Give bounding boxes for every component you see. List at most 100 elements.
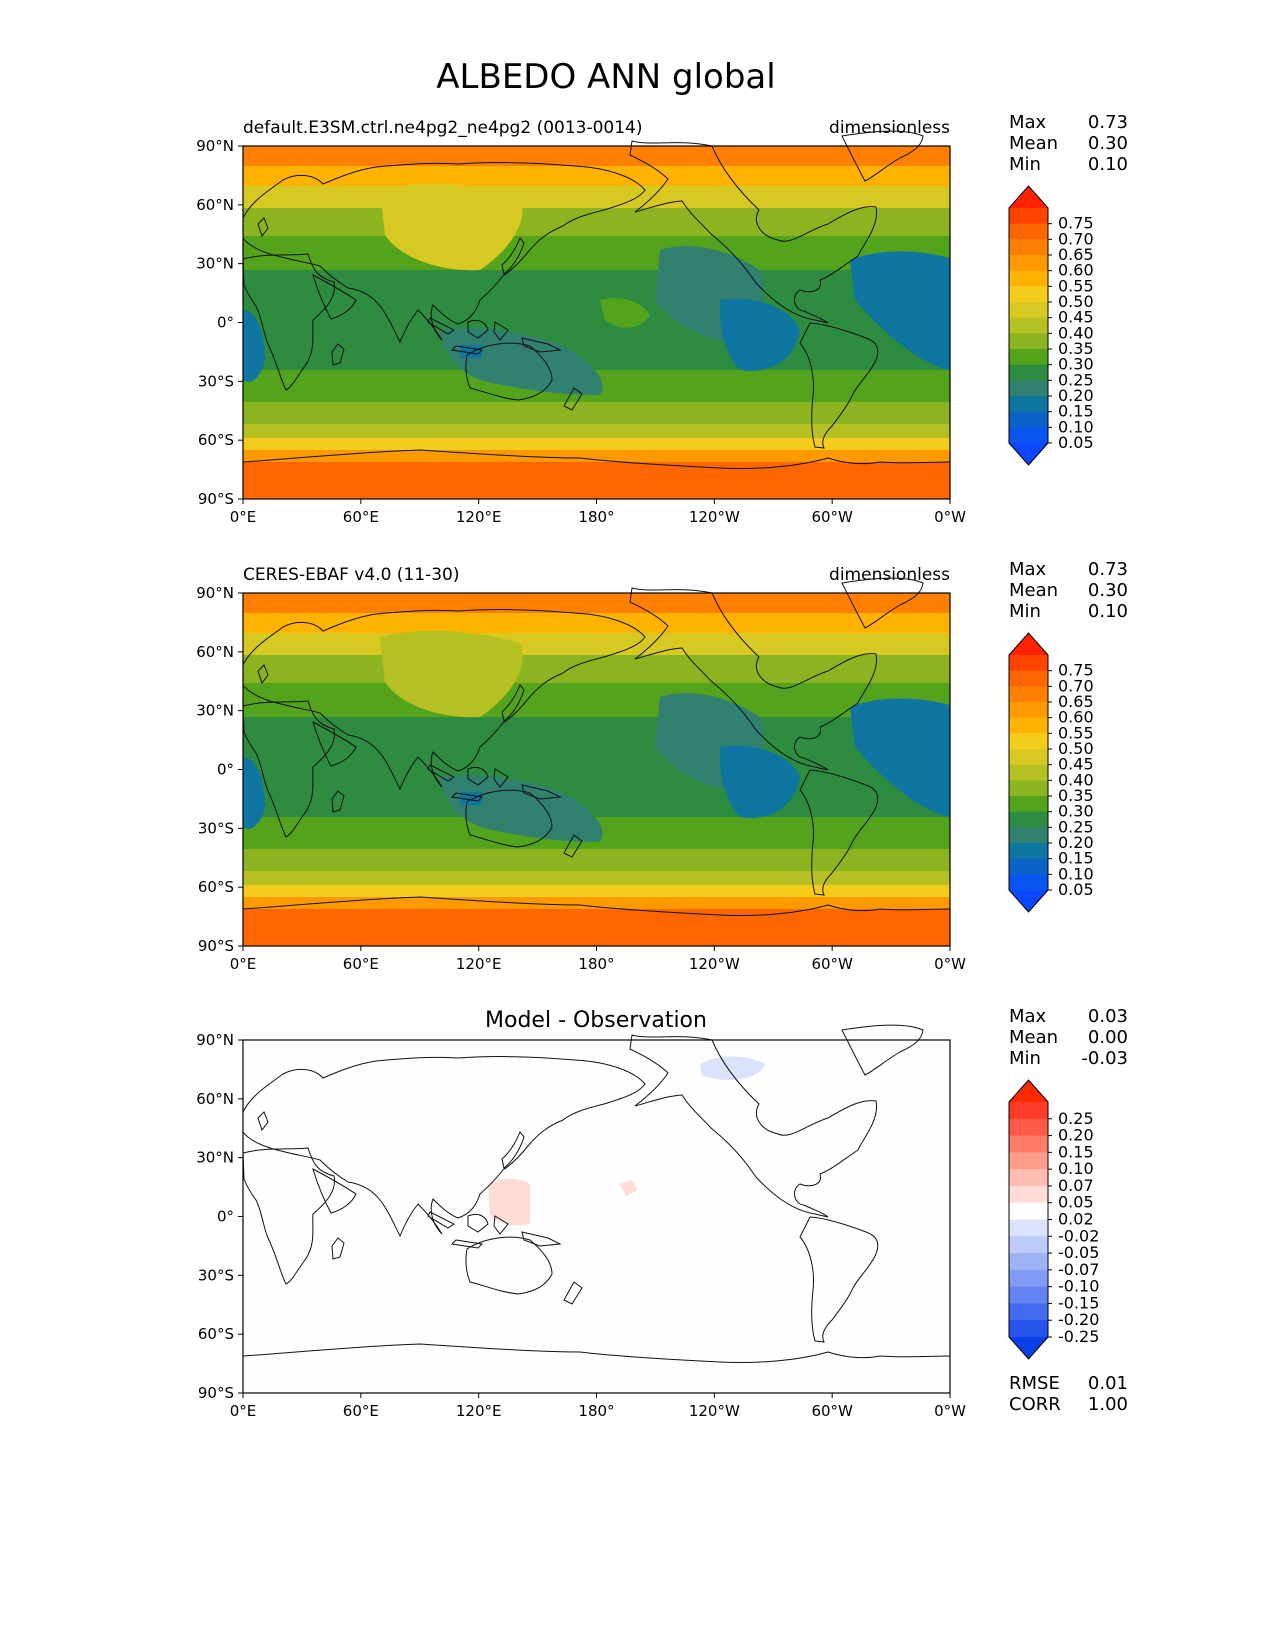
colorbar-segment: [1009, 1219, 1048, 1237]
colorbar-extend-min: [1009, 1337, 1048, 1359]
stat-label: Mean: [1009, 1027, 1058, 1048]
stat-label: Mean: [1009, 580, 1058, 601]
colorbar-segment: [1009, 827, 1048, 844]
stat-value: 0.00: [1088, 1027, 1128, 1048]
colorbar-tick-label: 0.40: [1058, 323, 1094, 342]
colorbar-segment: [1009, 317, 1048, 334]
lon-tick-label: 0°E: [230, 1402, 257, 1420]
colorbar-segment: [1009, 1286, 1048, 1304]
colorbar-tick-label: 0.15: [1058, 1142, 1094, 1161]
lat-tick-label: 30°N: [196, 702, 234, 720]
stat-value: 0.03: [1088, 1006, 1128, 1027]
lat-tick-label: 60°N: [196, 1090, 234, 1108]
lon-tick-label: 120°E: [456, 508, 502, 526]
panel-difference: Model - Observation: [242, 1008, 951, 1394]
colorbar-tick-label: 0.75: [1058, 214, 1094, 233]
stat-value: 0.73: [1088, 112, 1128, 133]
colorbar-tick-label: 0.40: [1058, 770, 1094, 789]
map-field-plot: [242, 130, 951, 500]
stat-value: 0.30: [1088, 133, 1128, 154]
colorbar-extend-min: [1009, 890, 1048, 912]
colorbars: 0.750.700.650.600.550.500.450.400.350.30…: [1008, 185, 1099, 1360]
map-difference-plot: [242, 1024, 951, 1394]
colorbar-extend-min: [1009, 443, 1048, 465]
lon-tick-label: 120°W: [689, 1402, 740, 1420]
colorbar-tick-label: 0.20: [1058, 833, 1094, 852]
colorbar-tick-label: 0.70: [1058, 676, 1094, 695]
stat-label: Min: [1009, 1048, 1041, 1069]
colorbar: 0.750.700.650.600.550.500.450.400.350.30…: [1008, 185, 1094, 466]
colorbar-segment: [1009, 380, 1048, 397]
colorbar-tick-label: -0.02: [1058, 1226, 1099, 1245]
lat-tick-label: 60°S: [198, 1325, 234, 1343]
colorbar-segment: [1009, 223, 1048, 240]
stat-label: Mean: [1009, 133, 1058, 154]
lon-tick-label: 120°E: [456, 1402, 502, 1420]
colorbar-segment: [1009, 1102, 1048, 1120]
lat-tick-label: 60°N: [196, 643, 234, 661]
stat-label: Max: [1009, 112, 1047, 133]
stat-label: RMSE: [1009, 1373, 1060, 1394]
stat-value: 0.01: [1088, 1373, 1128, 1394]
colorbar-tick-label: 0.05: [1058, 1193, 1094, 1212]
colorbar-tick-label: 0.60: [1058, 261, 1094, 280]
lon-tick-label: 120°W: [689, 955, 740, 973]
colorbar-tick-label: 0.30: [1058, 355, 1094, 374]
colorbar-segment: [1009, 349, 1048, 366]
panel-center-title: Model - Observation: [485, 1008, 707, 1033]
colorbar-tick-label: 0.50: [1058, 292, 1094, 311]
panel-observation: CERES-EBAF v4.0 (11-30) dimensionless: [242, 565, 951, 947]
colorbar-tick-label: 0.65: [1058, 245, 1094, 264]
colorbar-segment: [1009, 364, 1048, 381]
colorbar-tick-label: 0.07: [1058, 1176, 1094, 1195]
colorbar-segment: [1009, 239, 1048, 256]
lon-tick-label: 0°W: [934, 508, 966, 526]
colorbar-segment: [1009, 1118, 1048, 1136]
colorbar-tick-label: -0.25: [1058, 1327, 1099, 1346]
colorbar-segment: [1009, 1253, 1048, 1271]
colorbar-tick-label: 0.25: [1058, 817, 1094, 836]
stat-label: Min: [1009, 154, 1041, 175]
lon-tick-label: 0°E: [230, 955, 257, 973]
colorbar-segment: [1009, 811, 1048, 828]
colorbar-segment: [1009, 1236, 1048, 1254]
stat-value: 0.10: [1088, 154, 1128, 175]
lon-tick-label: 120°W: [689, 508, 740, 526]
colorbar: 0.250.200.150.100.070.050.02-0.02-0.05-0…: [1008, 1079, 1099, 1360]
colorbar-segment: [1009, 1202, 1048, 1220]
lon-tick-label: 180°: [578, 955, 614, 973]
colorbar-tick-label: 0.10: [1058, 417, 1094, 436]
colorbar-segment: [1009, 780, 1048, 797]
lon-tick-label: 0°E: [230, 508, 257, 526]
colorbar-segment: [1009, 1135, 1048, 1153]
colorbar-segment: [1009, 333, 1048, 350]
lat-tick-label: 30°N: [196, 255, 234, 273]
colorbar-tick-label: 0.25: [1058, 1109, 1094, 1128]
colorbar-tick-label: 0.45: [1058, 755, 1094, 774]
lon-tick-label: 60°W: [811, 508, 853, 526]
colorbar-segment: [1009, 208, 1048, 225]
colorbar-tick-label: 0.60: [1058, 708, 1094, 727]
colorbar-segment: [1009, 796, 1048, 813]
colorbar-tick-label: 0.65: [1058, 692, 1094, 711]
colorbar-segment: [1009, 717, 1048, 734]
colorbar-tick-label: 0.50: [1058, 739, 1094, 758]
colorbar-segment: [1009, 270, 1048, 287]
lat-tick-label: 60°S: [198, 431, 234, 449]
colorbar-tick-label: -0.10: [1058, 1277, 1099, 1296]
lon-tick-label: 60°W: [811, 955, 853, 973]
figure-title: ALBEDO ANN global: [436, 57, 775, 97]
colorbar-tick-label: 0.75: [1058, 661, 1094, 680]
colorbar-tick-label: -0.15: [1058, 1293, 1099, 1312]
colorbar-segment: [1009, 1152, 1048, 1170]
colorbar-tick-label: -0.20: [1058, 1310, 1099, 1329]
colorbar-tick-label: 0.05: [1058, 433, 1094, 452]
colorbar-tick-label: 0.70: [1058, 229, 1094, 248]
lon-tick-label: 0°W: [934, 955, 966, 973]
stat-label: Max: [1009, 559, 1047, 580]
panel-left-title: CERES-EBAF v4.0 (11-30): [243, 565, 459, 585]
colorbar-tick-label: 0.15: [1058, 402, 1094, 421]
colorbar-segment: [1009, 1303, 1048, 1321]
lat-tick-label: 0°: [217, 761, 234, 779]
